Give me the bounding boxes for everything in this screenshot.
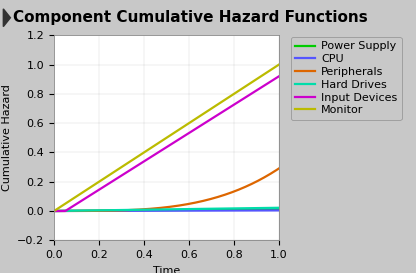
- Line: CPU: CPU: [54, 210, 279, 211]
- Input Devices: [276, 75, 281, 78]
- Hard Drives: [160, 208, 165, 211]
- Hard Drives: [158, 208, 163, 211]
- Power Supply: [236, 208, 241, 211]
- Monitor: [271, 67, 276, 70]
- Power Supply: [276, 207, 281, 211]
- Hard Drives: [52, 209, 57, 213]
- Input Devices: [185, 132, 190, 135]
- Y-axis label: Cumulative Hazard: Cumulative Hazard: [2, 84, 12, 191]
- Input Devices: [160, 148, 165, 152]
- Peripherals: [276, 167, 281, 170]
- CPU: [236, 209, 241, 212]
- Monitor: [160, 139, 165, 142]
- Hard Drives: [276, 206, 281, 209]
- Peripherals: [158, 206, 163, 209]
- Input Devices: [173, 140, 178, 143]
- Power Supply: [160, 209, 165, 212]
- Monitor: [173, 130, 178, 133]
- CPU: [158, 209, 163, 212]
- Input Devices: [271, 78, 276, 81]
- Input Devices: [52, 209, 57, 213]
- Peripherals: [185, 203, 190, 206]
- Peripherals: [160, 206, 165, 209]
- Monitor: [236, 90, 241, 93]
- Line: Power Supply: Power Supply: [54, 209, 279, 211]
- Text: Component Cumulative Hazard Functions: Component Cumulative Hazard Functions: [13, 10, 368, 25]
- Hard Drives: [236, 207, 241, 210]
- Polygon shape: [3, 9, 10, 27]
- CPU: [173, 209, 178, 212]
- Input Devices: [158, 149, 163, 152]
- Peripherals: [271, 170, 276, 174]
- Hard Drives: [185, 207, 190, 211]
- Hard Drives: [173, 207, 178, 211]
- Peripherals: [236, 188, 241, 191]
- CPU: [52, 209, 57, 213]
- Monitor: [158, 140, 163, 143]
- Power Supply: [271, 208, 276, 211]
- Peripherals: [52, 209, 57, 213]
- Monitor: [276, 63, 281, 66]
- CPU: [160, 209, 165, 212]
- Hard Drives: [271, 206, 276, 209]
- Line: Peripherals: Peripherals: [54, 168, 279, 211]
- Line: Hard Drives: Hard Drives: [54, 208, 279, 211]
- Power Supply: [173, 208, 178, 212]
- Input Devices: [236, 100, 241, 104]
- X-axis label: Time: Time: [153, 266, 180, 273]
- Power Supply: [158, 209, 163, 212]
- Line: Input Devices: Input Devices: [54, 76, 279, 211]
- Power Supply: [185, 208, 190, 212]
- Peripherals: [173, 204, 178, 208]
- Power Supply: [52, 209, 57, 213]
- CPU: [276, 209, 281, 212]
- Line: Monitor: Monitor: [54, 65, 279, 211]
- CPU: [185, 209, 190, 212]
- Monitor: [52, 209, 57, 213]
- Legend: Power Supply, CPU, Peripherals, Hard Drives, Input Devices, Monitor: Power Supply, CPU, Peripherals, Hard Dri…: [291, 37, 402, 120]
- CPU: [271, 209, 276, 212]
- Monitor: [185, 122, 190, 126]
